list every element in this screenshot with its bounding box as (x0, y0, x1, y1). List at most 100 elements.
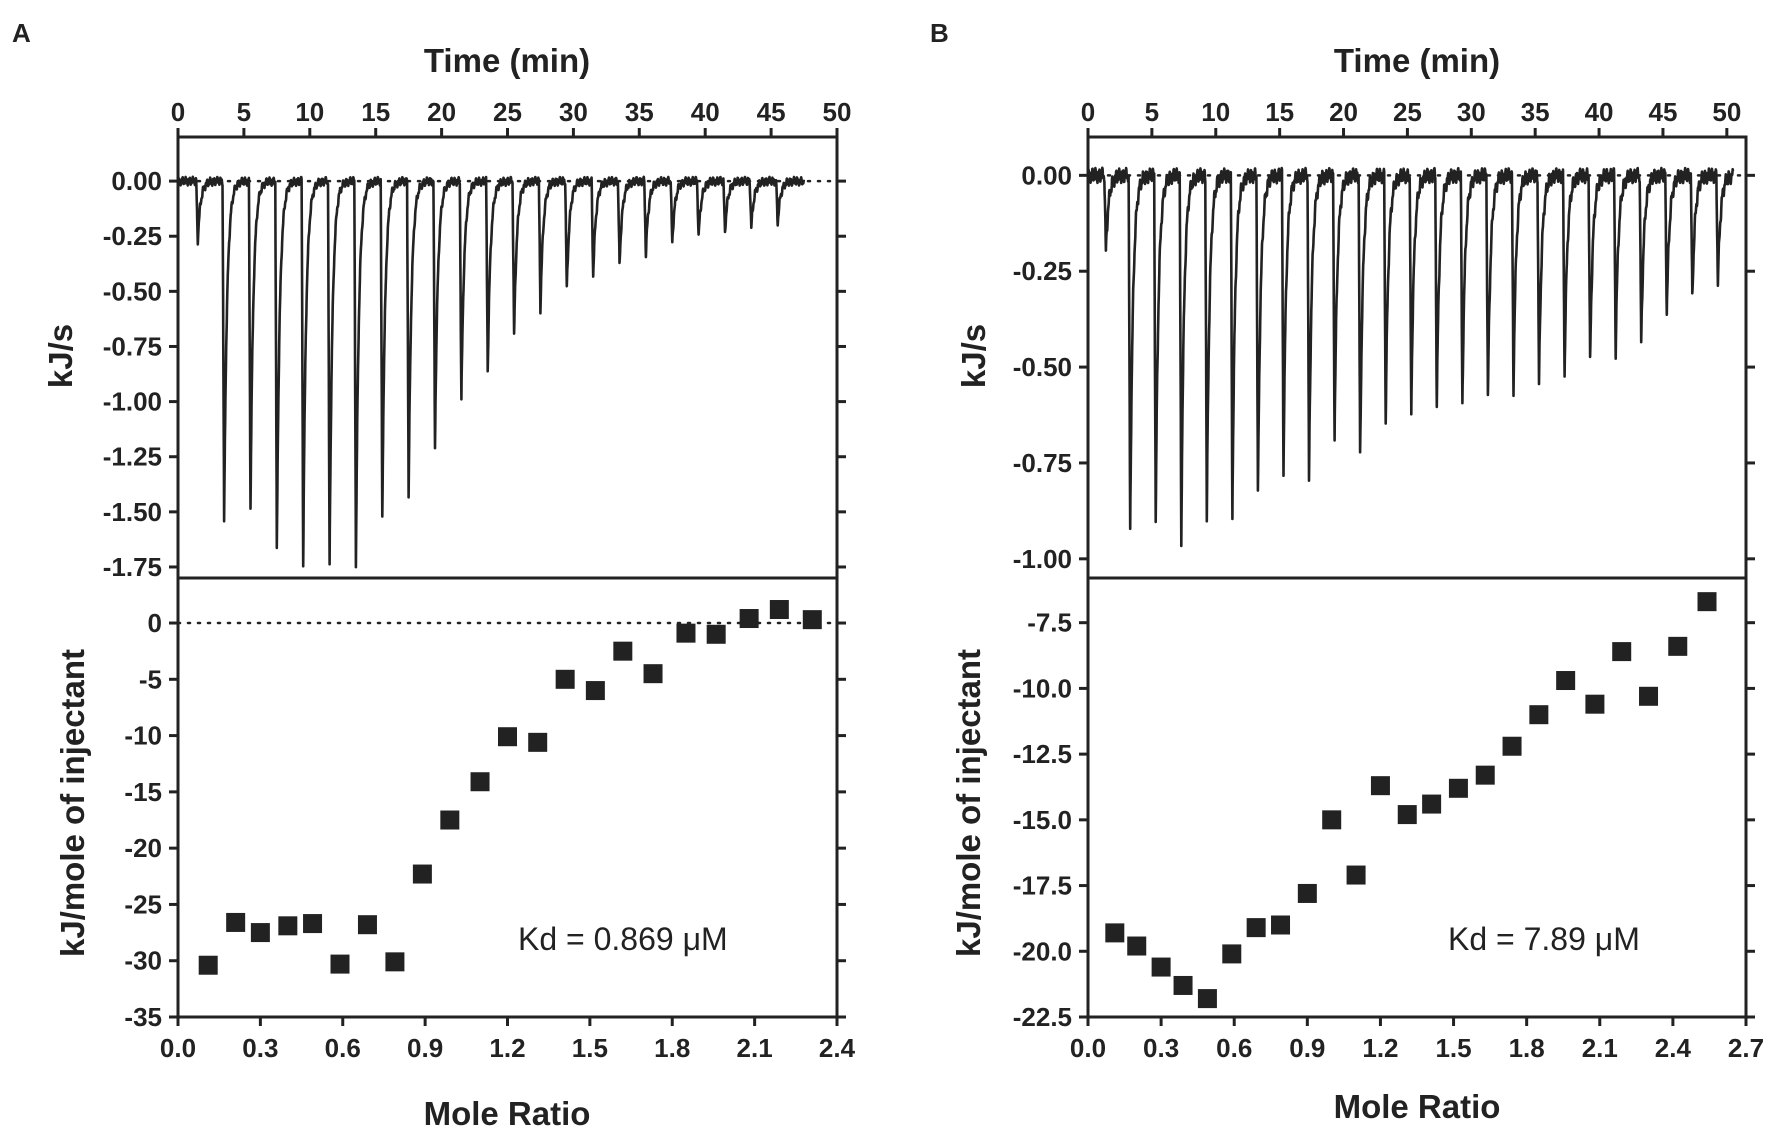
panel-b-isotherm-data-point (1502, 736, 1522, 756)
panel-b-isotherm-x-tick-label: 0.6 (1216, 1033, 1252, 1063)
panel-a-thermogram-x-tick-label: 30 (559, 97, 588, 127)
panel-b-isotherm-data-point (1422, 794, 1442, 814)
panel-a-isotherm-data-point (250, 923, 270, 943)
panel-a-isotherm-data-point (440, 810, 460, 830)
panel-b-kd-annotation: Kd = 7.89 μM (1448, 921, 1640, 957)
panel-a-thermogram-x-tick-label: 40 (691, 97, 720, 127)
panel-b-isotherm-data-point (1612, 642, 1632, 662)
panel-b-thermogram-x-tick-label: 50 (1712, 97, 1741, 127)
panel-b-thermogram-power-trace (1086, 166, 1735, 548)
panel-b-thermogram-x-tick-label: 15 (1265, 97, 1294, 127)
panel-b-isotherm-data-point (1297, 883, 1317, 903)
panel-a-isotherm-x-tick-label: 0.0 (160, 1033, 196, 1063)
panel-b-thermogram-x-tick-label: 5 (1145, 97, 1159, 127)
panel-a-isotherm-data-point (226, 912, 246, 932)
panel-a-isotherm-data-point (802, 610, 822, 630)
panel-a-isotherm-x-tick-label: 1.5 (572, 1033, 608, 1063)
panel-a-thermogram-y-tick-label: -0.75 (103, 331, 162, 361)
panel-b-isotherm-data-point (1197, 989, 1217, 1009)
panel-b-mole-ratio-axis-title: Mole Ratio (1334, 1088, 1501, 1125)
panel-a-thermogram-y-tick-label: -0.25 (103, 221, 162, 251)
panel-a-isotherm-data-point (706, 624, 726, 644)
panel-b-isotherm-data-point (1127, 936, 1147, 956)
panel-b-thermogram-y-tick-label: -0.75 (1013, 448, 1072, 478)
panel-a-thermogram-x-tick-label: 15 (361, 97, 390, 127)
panel-b-isotherm-data-point (1173, 975, 1193, 995)
panel-a-isotherm-x-tick-label: 1.2 (489, 1033, 525, 1063)
panel-b-isotherm-data-point (1448, 778, 1468, 798)
panel-a-isotherm-y-tick-label: -15 (124, 777, 162, 807)
panel-b-isotherm-x-tick-label: 1.5 (1435, 1033, 1471, 1063)
panel-b-isotherm-data-point (1697, 592, 1717, 612)
panel-a-thermogram-x-tick-label: 20 (427, 97, 456, 127)
panel-a-isotherm-data-point (769, 600, 789, 620)
panel-a-isotherm-data-point (198, 955, 218, 975)
panel-a-isotherm-x-tick-label: 2.4 (819, 1033, 856, 1063)
panel-a-isotherm-y-tick-label: -20 (124, 833, 162, 863)
panel-b-thermogram-x-tick-label: 0 (1081, 97, 1095, 127)
panel-b-isotherm-x-tick-label: 0.0 (1070, 1033, 1106, 1063)
panel-a-isotherm-y-tick-label: -10 (124, 721, 162, 751)
panel-b-isotherm-x-tick-label: 1.8 (1509, 1033, 1545, 1063)
panel-a-isotherm-x-tick-label: 2.1 (737, 1033, 773, 1063)
panel-a-thermogram-x-tick-label: 0 (171, 97, 185, 127)
panel-letter-b: B (930, 18, 949, 48)
panel-a-isotherm-y-tick-label: 0 (148, 608, 162, 638)
panel-a-isotherm-data-point (555, 669, 575, 689)
panel-a-thermogram-x-tick-label: 50 (823, 97, 852, 127)
panel-b-thermogram-x-tick-label: 45 (1648, 97, 1677, 127)
panel-a-thermogram-y-tick-label: -0.50 (103, 276, 162, 306)
panel-b-isotherm-x-tick-label: 2.7 (1728, 1033, 1764, 1063)
panel-b-isotherm-data-point (1271, 915, 1291, 935)
panel-a-thermogram-y-tick-label: -1.25 (103, 442, 162, 472)
panel-a-isotherm-data-point (278, 916, 298, 936)
panel-b-thermogram-x-tick-label: 35 (1521, 97, 1550, 127)
panel-b-isotherm: 0.0 0.3 0.6 0.9 1.2 1.5 1.8 2.1 2.4 2.7 -7.5 -10.0 -… (1013, 576, 1764, 1063)
panel-a-mole-ratio-axis-title: Mole Ratio (424, 1095, 591, 1132)
panel-a-isotherm-y-tick-label: -5 (139, 664, 162, 694)
panel-b-isotherm-data-point (1585, 694, 1605, 714)
panel-b-isotherm-frame (1086, 576, 1748, 1019)
panel-a-thermogram-power-trace (176, 175, 806, 569)
panel-a-isotherm-data-point (385, 952, 405, 972)
panel-a-isotherm-data-point (676, 623, 696, 643)
panel-b-isotherm-data-point (1556, 671, 1576, 691)
panel-a-thermogram-x-tick-label: 10 (295, 97, 324, 127)
panel-b-isotherm-data-point (1322, 810, 1342, 830)
panel-b: B Time (min) kJ/s kJ/mole of injectant M… (930, 18, 1764, 1125)
panel-b-isotherm-data-point (1639, 686, 1659, 706)
panel-b-isotherm-y-tick-label: -17.5 (1013, 871, 1072, 901)
panel-b-isotherm-data-point (1475, 765, 1495, 785)
panel-a-isotherm-data-point (470, 772, 490, 792)
panel-a-thermogram-x-tick-label: 25 (493, 97, 522, 127)
panel-b-thermogram-y-tick-label: -0.25 (1013, 256, 1072, 286)
panel-b-thermogram-x-tick-label: 25 (1393, 97, 1422, 127)
panel-a-power-axis-title: kJ/s (42, 324, 79, 388)
panel-b-isotherm-y-tick-label: -7.5 (1027, 608, 1072, 638)
panel-a-thermogram-y-tick-label: 0.00 (111, 166, 162, 196)
panel-letter-a: A (12, 18, 31, 48)
panel-b-enthalpy-axis-title: kJ/mole of injectant (950, 649, 987, 957)
panel-b-isotherm-y-tick-label: -20.0 (1013, 936, 1072, 966)
panel-b-isotherm-data-point (1529, 705, 1549, 725)
panel-a-thermogram-y-tick-label: -1.50 (103, 497, 162, 527)
panel-a-isotherm-x-tick-label: 1.8 (654, 1033, 690, 1063)
panel-b-thermogram-x-tick-label: 30 (1457, 97, 1486, 127)
panel-a-enthalpy-axis-title: kJ/mole of injectant (54, 649, 91, 957)
panel-a: A Time (min) kJ/s kJ/mole of injectant M… (12, 18, 856, 1132)
panel-b-isotherm-data-point (1668, 636, 1688, 656)
panel-b-thermogram-y-tick-label: 0.00 (1021, 160, 1072, 190)
panel-a-isotherm-data-point (739, 609, 759, 629)
panel-b-isotherm-x-tick-label: 2.4 (1655, 1033, 1692, 1063)
panel-b-isotherm-data-point (1397, 805, 1417, 825)
panel-b-thermogram-y-tick-label: -1.00 (1013, 544, 1072, 574)
panel-b-thermogram-x-tick-label: 10 (1201, 97, 1230, 127)
panel-b-isotherm-data-point (1222, 944, 1242, 964)
panel-b-isotherm-x-tick-label: 0.3 (1143, 1033, 1179, 1063)
panel-a-isotherm-x-tick-label: 0.3 (242, 1033, 278, 1063)
panel-a-isotherm-y-tick-label: -35 (124, 1002, 162, 1032)
panel-b-isotherm-y-tick-label: -22.5 (1013, 1002, 1072, 1032)
panel-b-isotherm-x-tick-label: 2.1 (1582, 1033, 1618, 1063)
panel-b-isotherm-data-point (1370, 776, 1390, 796)
